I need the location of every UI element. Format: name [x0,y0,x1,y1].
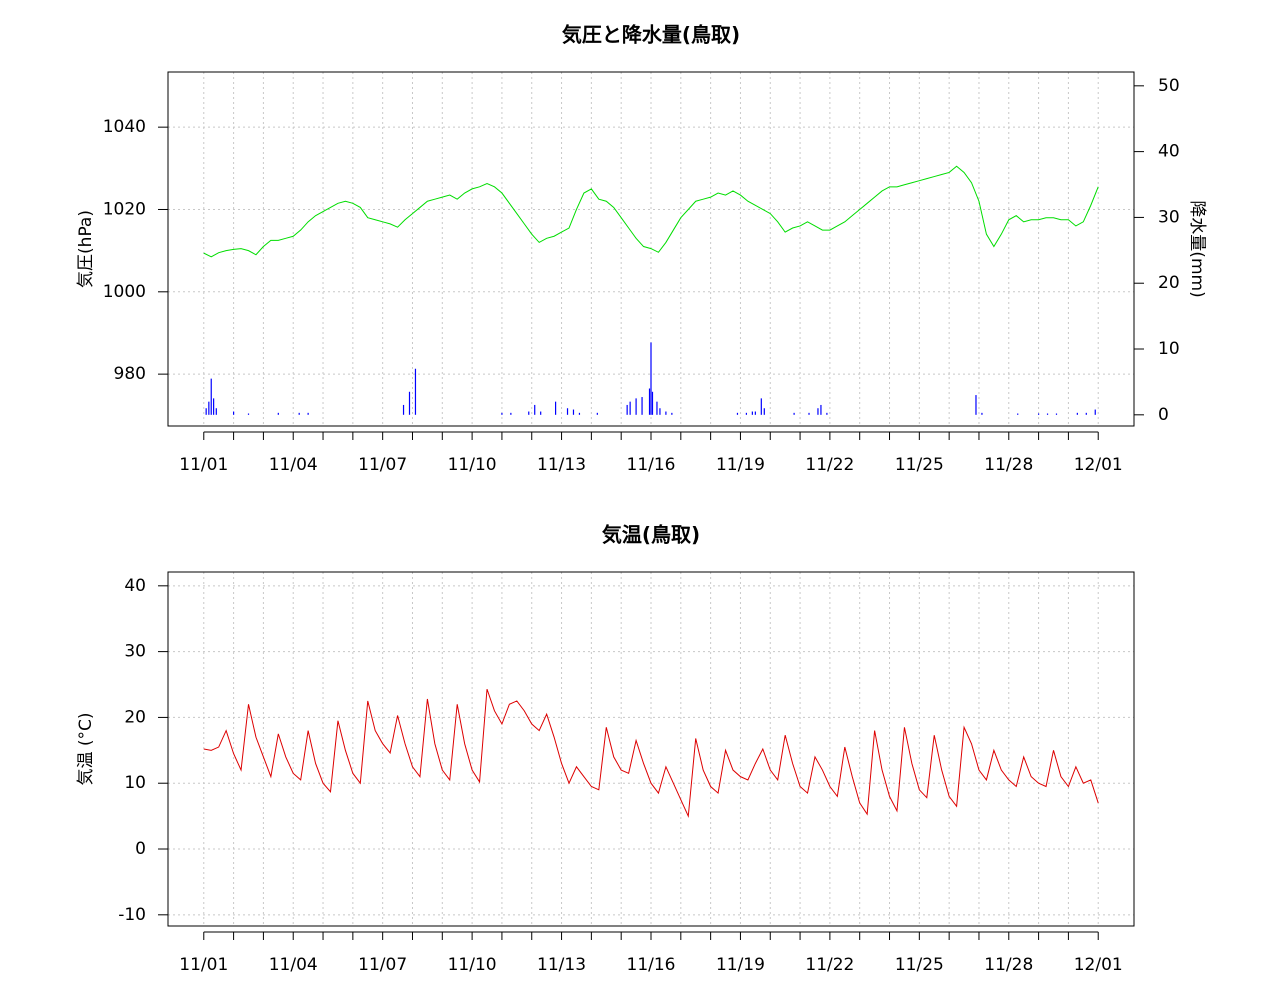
y-tick-label: 1000 [103,282,146,302]
x-tick-label: 11/19 [716,455,765,475]
y2-tick-label: 40 [1158,142,1180,162]
y2-tick-label: 20 [1158,273,1180,293]
y2-tick-label: 10 [1158,339,1180,359]
x-tick-label: 12/01 [1074,955,1123,975]
x-tick-label: 11/04 [269,955,318,975]
x-tick-label: 11/28 [984,455,1033,475]
y-axis-label: 気圧(hPa) [76,210,96,288]
x-tick-label: 11/19 [716,955,765,975]
y2-tick-label: 0 [1158,405,1169,425]
y-tick-label: 980 [114,364,146,384]
x-tick-label: 11/13 [537,455,586,475]
plot-frame [167,571,1135,927]
x-tick-label: 11/10 [448,955,497,975]
x-tick-label: 11/04 [269,455,318,475]
y2-tick-label: 30 [1158,207,1180,227]
y-tick-label: 0 [135,839,146,859]
chart-title: 気圧と降水量(鳥取) [562,23,740,47]
y-tick-label: 30 [124,642,146,662]
x-tick-label: 11/07 [358,455,407,475]
plot-frame [167,71,1135,427]
x-tick-label: 11/01 [179,455,228,475]
x-tick-label: 11/07 [358,955,407,975]
x-tick-label: 11/22 [805,455,854,475]
chart-title: 気温(鳥取) [602,523,700,547]
y-tick-label: 40 [124,576,146,596]
y-tick-label: 1040 [103,117,146,137]
x-tick-label: 11/01 [179,955,228,975]
y-tick-label: 10 [124,773,146,793]
y2-tick-label: 50 [1158,76,1180,96]
data-line [203,688,1099,819]
x-tick-label: 12/01 [1074,455,1123,475]
x-tick-label: 11/10 [448,455,497,475]
x-tick-label: 11/28 [984,955,1033,975]
y-tick-label: -10 [118,905,146,925]
y-tick-label: 1020 [103,199,146,219]
x-tick-label: 11/25 [895,955,944,975]
x-tick-label: 11/16 [627,455,676,475]
x-tick-label: 11/25 [895,455,944,475]
y2-axis-label: 降水量(mm) [1187,200,1207,297]
x-tick-label: 11/16 [627,955,676,975]
y-axis-label: 気温 (°C) [76,712,96,785]
x-tick-label: 11/22 [805,955,854,975]
x-tick-label: 11/13 [537,955,586,975]
y-tick-label: 20 [124,707,146,727]
data-line [203,165,1099,258]
